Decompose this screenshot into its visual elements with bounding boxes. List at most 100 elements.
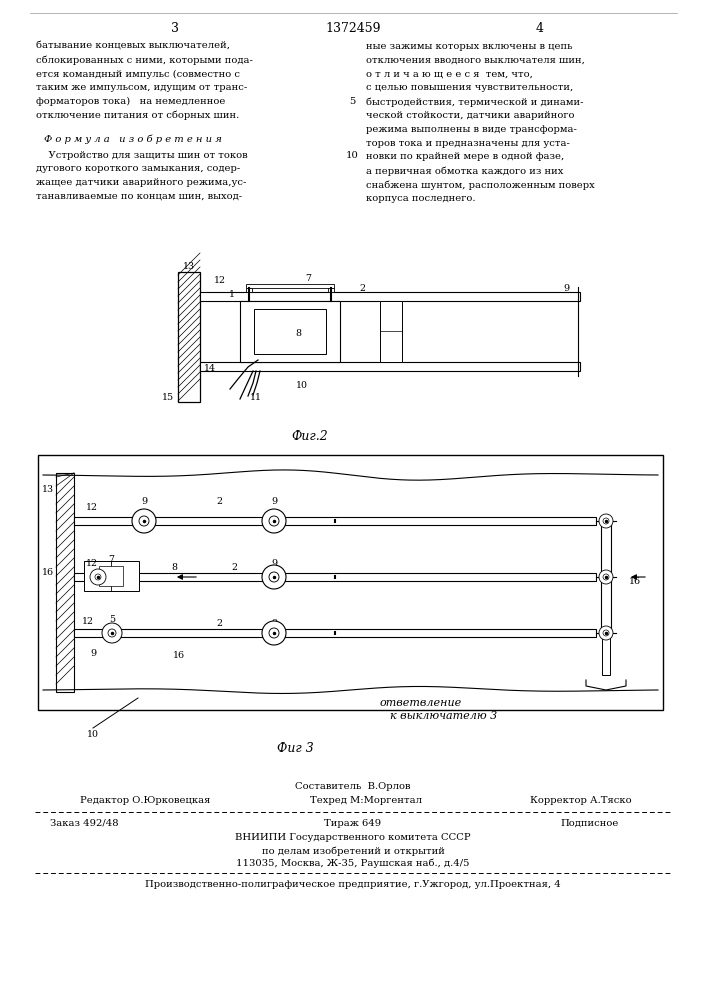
- Text: 2: 2: [216, 497, 222, 506]
- Text: 8: 8: [171, 563, 177, 572]
- Circle shape: [603, 518, 609, 524]
- Text: корпуса последнего.: корпуса последнего.: [366, 194, 476, 203]
- Text: 3: 3: [171, 22, 179, 35]
- Text: Устройство для защиты шин от токов: Устройство для защиты шин от токов: [36, 151, 247, 160]
- Circle shape: [262, 621, 286, 645]
- Text: 12: 12: [214, 276, 226, 285]
- Text: 14: 14: [204, 364, 216, 373]
- Text: жащее датчики аварийного режима,ус-: жащее датчики аварийного режима,ус-: [36, 178, 246, 187]
- Text: форматоров тока)   на немедленное: форматоров тока) на немедленное: [36, 97, 226, 106]
- Text: сблокированных с ними, которыми пода-: сблокированных с ними, которыми пода-: [36, 56, 253, 65]
- Text: 13: 13: [42, 485, 54, 494]
- Text: 2: 2: [359, 284, 365, 293]
- Text: отключение питания от сборных шин.: отключение питания от сборных шин.: [36, 111, 239, 120]
- Text: снабжена шунтом, расположенным поверх: снабжена шунтом, расположенным поверх: [366, 180, 595, 190]
- Text: таким же импульсом, идущим от транс-: таким же импульсом, идущим от транс-: [36, 83, 247, 92]
- Bar: [601, 517, 611, 637]
- Text: 11: 11: [250, 393, 262, 402]
- Text: 4: 4: [536, 22, 544, 35]
- Text: ется командный импульс (совместно с: ется командный импульс (совместно с: [36, 70, 240, 79]
- Circle shape: [95, 574, 101, 580]
- Bar: [254, 309, 326, 354]
- Circle shape: [269, 628, 279, 638]
- Text: торов тока и предназначены для уста-: торов тока и предназначены для уста-: [366, 139, 570, 148]
- Text: Подписное: Подписное: [560, 819, 619, 828]
- Circle shape: [262, 565, 286, 589]
- Circle shape: [262, 509, 286, 533]
- Circle shape: [90, 569, 106, 585]
- Text: 10: 10: [296, 381, 308, 390]
- Circle shape: [599, 514, 613, 528]
- Circle shape: [139, 516, 149, 526]
- Text: 12: 12: [86, 559, 98, 568]
- Circle shape: [132, 509, 156, 533]
- Text: режима выполнены в виде трансформа-: режима выполнены в виде трансформа-: [366, 125, 577, 134]
- Text: 12: 12: [86, 503, 98, 512]
- Text: 7: 7: [108, 555, 114, 564]
- Text: 16: 16: [629, 577, 641, 586]
- Text: быстродействия, термической и динами-: быстродействия, термической и динами-: [366, 97, 583, 107]
- Text: Тираж 649: Тираж 649: [325, 819, 382, 828]
- Text: 7: 7: [305, 274, 311, 283]
- Circle shape: [599, 626, 613, 640]
- Text: к выключателю 3: к выключателю 3: [390, 711, 497, 721]
- Bar: [74, 629, 596, 637]
- Bar: [178, 272, 200, 402]
- Text: 9: 9: [271, 497, 277, 506]
- Text: 13: 13: [183, 262, 195, 271]
- Circle shape: [599, 570, 613, 584]
- Circle shape: [269, 516, 279, 526]
- Text: ответвление: ответвление: [380, 698, 462, 708]
- Text: 15: 15: [162, 393, 174, 402]
- Text: Ф о р м у л а   и з о б р е т е н и я: Ф о р м у л а и з о б р е т е н и я: [44, 135, 222, 144]
- Text: а первичная обмотка каждого из них: а первичная обмотка каждого из них: [366, 166, 563, 176]
- Bar: [74, 573, 596, 581]
- Text: 9: 9: [271, 619, 277, 628]
- Text: ВНИИПИ Государственного комитета СССР: ВНИИПИ Государственного комитета СССР: [235, 833, 471, 842]
- Text: с целью повышения чувствительности,: с целью повышения чувствительности,: [366, 83, 573, 92]
- Text: Производственно-полиграфическое предприятие, г.Ужгород, ул.Проектная, 4: Производственно-полиграфическое предприя…: [145, 880, 561, 889]
- Text: ные зажимы которых включены в цепь: ные зажимы которых включены в цепь: [366, 42, 573, 51]
- Text: 5: 5: [349, 97, 355, 106]
- Bar: [246, 284, 334, 288]
- Text: Фиг 3: Фиг 3: [276, 742, 313, 755]
- Text: новки по крайней мере в одной фазе,: новки по крайней мере в одной фазе,: [366, 152, 564, 161]
- Bar: [38, 455, 663, 710]
- Circle shape: [108, 629, 116, 637]
- Circle shape: [603, 630, 609, 636]
- Text: Фиг.2: Фиг.2: [291, 430, 328, 443]
- Bar: [56, 473, 74, 692]
- Text: Составитель  В.Орлов: Составитель В.Орлов: [296, 782, 411, 791]
- Bar: [84, 561, 139, 591]
- Text: ческой стойкости, датчики аварийного: ческой стойкости, датчики аварийного: [366, 111, 575, 120]
- Text: дугового короткого замыкания, содер-: дугового короткого замыкания, содер-: [36, 164, 240, 173]
- Bar: [246, 288, 252, 292]
- Text: 16: 16: [173, 651, 185, 660]
- Text: 2: 2: [231, 563, 237, 572]
- Bar: [602, 637, 610, 675]
- Text: Корректор А.Тяско: Корректор А.Тяско: [530, 796, 631, 805]
- Text: 9: 9: [90, 649, 96, 658]
- Circle shape: [269, 572, 279, 582]
- Text: 16: 16: [42, 568, 54, 577]
- Text: батывание концевых выключателей,: батывание концевых выключателей,: [36, 42, 230, 51]
- Text: Заказ 492/48: Заказ 492/48: [50, 819, 119, 828]
- Text: 9: 9: [563, 284, 569, 293]
- Bar: [240, 301, 340, 362]
- Text: 10: 10: [346, 151, 358, 160]
- Text: отключения вводного выключателя шин,: отключения вводного выключателя шин,: [366, 56, 585, 65]
- Text: 113035, Москва, Ж-35, Раушская наб., д.4/5: 113035, Москва, Ж-35, Раушская наб., д.4…: [236, 859, 469, 868]
- Circle shape: [102, 623, 122, 643]
- Text: танавливаемые по концам шин, выход-: танавливаемые по концам шин, выход-: [36, 192, 242, 201]
- Bar: [328, 288, 334, 292]
- Text: 10: 10: [87, 730, 99, 739]
- Text: по делам изобретений и открытий: по делам изобретений и открытий: [262, 846, 445, 856]
- Text: Техред М:Моргентал: Техред М:Моргентал: [310, 796, 422, 805]
- Bar: [200, 292, 580, 301]
- Text: 1: 1: [229, 290, 235, 299]
- Text: о т л и ч а ю щ е е с я  тем, что,: о т л и ч а ю щ е е с я тем, что,: [366, 70, 533, 79]
- Bar: [74, 517, 596, 525]
- Bar: [200, 362, 580, 371]
- Bar: [380, 301, 402, 362]
- Text: Редактор О.Юрковецкая: Редактор О.Юрковецкая: [80, 796, 211, 805]
